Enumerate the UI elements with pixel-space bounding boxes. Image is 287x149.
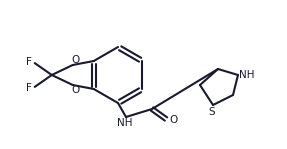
Text: F: F: [26, 57, 32, 67]
Text: NH: NH: [239, 70, 255, 80]
Text: S: S: [209, 107, 215, 117]
Text: F: F: [26, 83, 32, 93]
Text: NH: NH: [117, 118, 133, 128]
Text: O: O: [72, 55, 80, 65]
Text: O: O: [169, 115, 177, 125]
Text: O: O: [72, 85, 80, 95]
